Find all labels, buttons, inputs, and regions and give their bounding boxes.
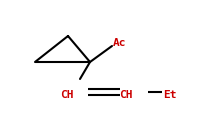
Text: CH: CH <box>118 89 132 99</box>
Text: CH: CH <box>60 89 73 99</box>
Text: Et: Et <box>162 89 176 99</box>
Text: Ac: Ac <box>112 38 126 48</box>
